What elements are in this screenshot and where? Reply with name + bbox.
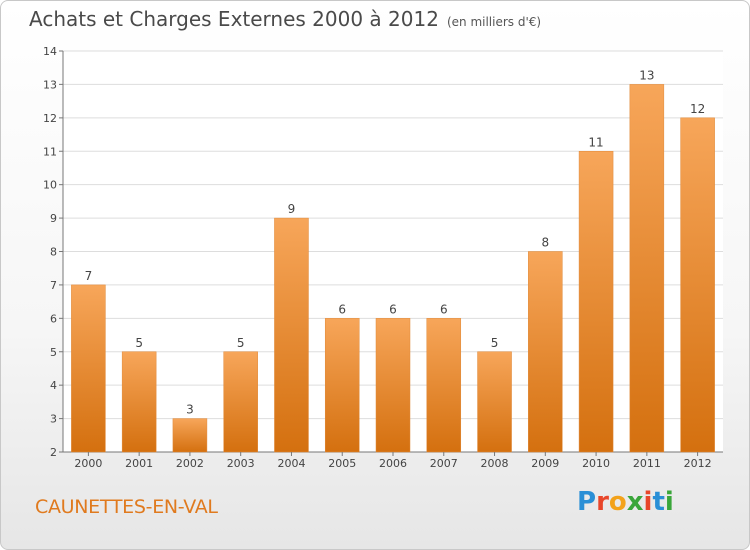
bar-value-label: 13 <box>639 68 654 82</box>
bar-value-label: 12 <box>690 102 705 116</box>
y-tick-label: 7 <box>50 279 57 292</box>
x-tick-label: 2008 <box>481 457 509 470</box>
y-tick-label: 10 <box>43 179 57 192</box>
bar <box>375 318 411 453</box>
x-tick-label: 2003 <box>227 457 255 470</box>
x-tick-label: 2011 <box>633 457 661 470</box>
bar <box>477 351 512 453</box>
x-tick-label: 2005 <box>328 457 356 470</box>
bar <box>426 318 462 453</box>
y-tick-label: 11 <box>43 145 57 158</box>
y-tick-label: 4 <box>50 379 57 392</box>
bar-value-label: 3 <box>186 403 194 417</box>
bar <box>324 318 360 453</box>
logo-letter: P <box>577 487 597 517</box>
x-tick-label: 2000 <box>74 457 102 470</box>
proxiti-logo: Proxiti <box>577 487 674 517</box>
bar-value-label: 6 <box>389 302 397 316</box>
bar <box>578 151 614 453</box>
bar-value-label: 5 <box>237 336 245 350</box>
logo-letter: o <box>608 487 627 517</box>
y-tick-label: 12 <box>43 112 57 125</box>
y-tick-label: 14 <box>43 45 57 58</box>
bar-value-label: 8 <box>541 236 549 250</box>
bar <box>121 351 157 453</box>
bar-value-label: 11 <box>588 135 603 149</box>
y-tick-label: 5 <box>50 346 57 359</box>
x-tick-label: 2002 <box>176 457 204 470</box>
chart-title: Achats et Charges Externes 2000 à 2012 <box>29 7 439 31</box>
bar <box>172 418 208 453</box>
y-tick-label: 3 <box>50 413 57 426</box>
x-tick-label: 2004 <box>277 457 305 470</box>
y-tick-label: 2 <box>50 446 57 459</box>
x-tick-label: 2006 <box>379 457 407 470</box>
x-tick-label: 2001 <box>125 457 153 470</box>
bar-value-label: 9 <box>288 202 296 216</box>
bar-value-label: 5 <box>135 336 143 350</box>
logo-letter: t <box>652 487 665 517</box>
bar <box>528 251 563 453</box>
bar <box>629 84 665 453</box>
x-tick-label: 2009 <box>531 457 559 470</box>
bar-value-label: 6 <box>338 302 346 316</box>
chart-title-block: Achats et Charges Externes 2000 à 2012 (e… <box>29 7 541 31</box>
bar-value-label: 6 <box>440 302 448 316</box>
x-tick-label: 2012 <box>684 457 712 470</box>
x-tick-label: 2010 <box>582 457 610 470</box>
location-label: CAUNETTES-EN-VAL <box>35 496 218 518</box>
logo-text: Proxiti <box>577 487 674 517</box>
chart-subtitle: (en milliers d'€) <box>446 15 542 29</box>
bar <box>274 217 309 453</box>
y-tick-label: 13 <box>43 78 57 91</box>
logo-letter: i <box>643 487 653 517</box>
logo-letter: i <box>664 487 674 517</box>
y-tick-label: 9 <box>50 212 57 225</box>
bar-value-label: 5 <box>491 336 499 350</box>
x-tick-label: 2007 <box>430 457 458 470</box>
logo-letter: x <box>626 487 644 517</box>
y-tick-label: 8 <box>50 246 57 259</box>
bar-value-label: 7 <box>85 269 93 283</box>
bar <box>71 284 106 453</box>
logo-letter: r <box>596 487 609 517</box>
y-tick-label: 6 <box>50 312 57 325</box>
bar <box>223 351 258 453</box>
bar <box>680 117 715 453</box>
